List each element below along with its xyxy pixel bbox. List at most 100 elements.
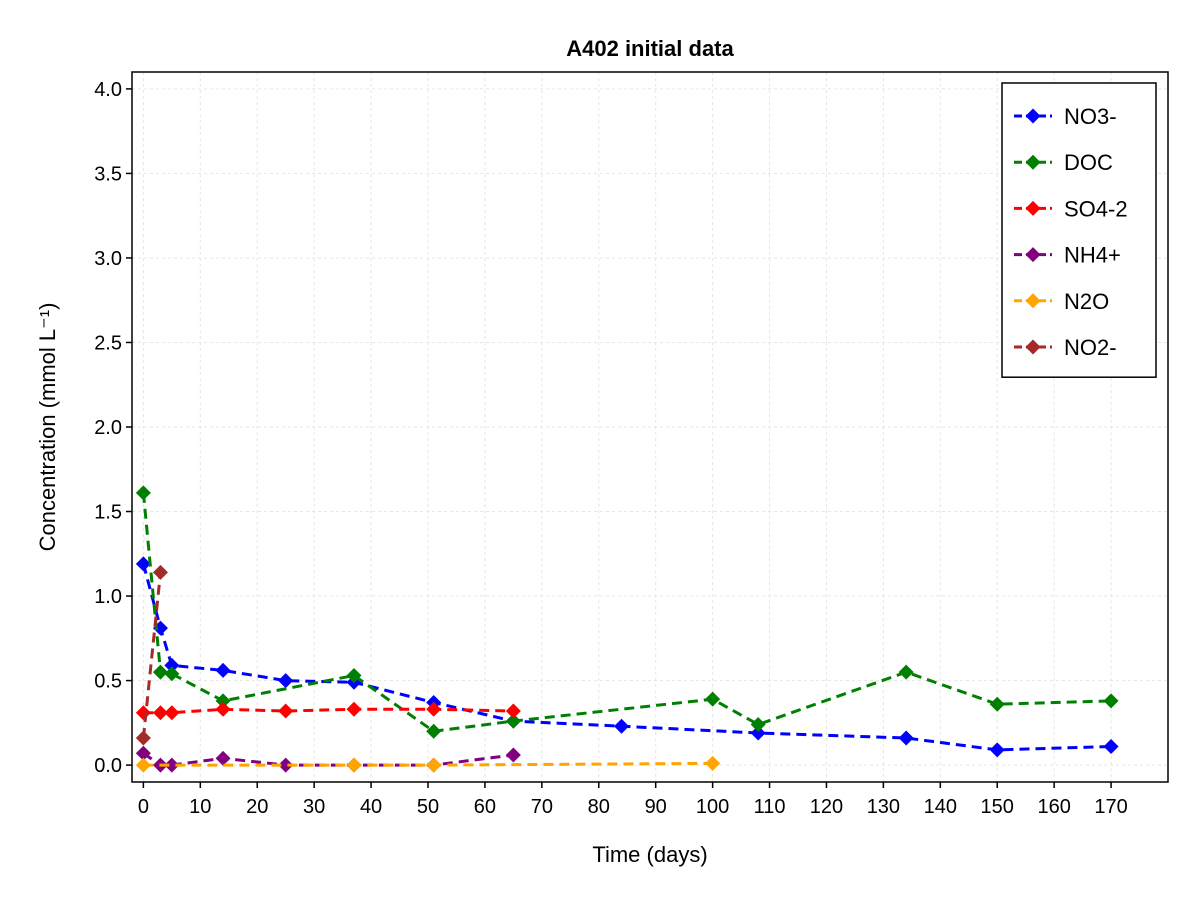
x-tick-label: 20 xyxy=(246,796,268,818)
series-doc xyxy=(135,485,1119,739)
legend-swatch-marker xyxy=(1025,247,1041,263)
legend-swatch-marker xyxy=(1025,154,1041,170)
series-line-doc xyxy=(141,492,1112,733)
x-tick-label: 0 xyxy=(138,796,149,818)
y-tick-label: 0.0 xyxy=(94,755,122,777)
y-tick-label: 3.5 xyxy=(94,163,122,185)
legend-label: SO4-2 xyxy=(1064,196,1128,221)
data-point-doc xyxy=(426,723,442,739)
data-point-so4-2 xyxy=(278,703,294,719)
data-point-nh4 xyxy=(215,750,231,766)
data-point-so4-2 xyxy=(215,701,231,717)
legend-item-n2o: N2O xyxy=(1014,289,1109,314)
series-n2o xyxy=(135,755,721,773)
legend-label: NO3- xyxy=(1064,104,1117,129)
data-point-so4-2 xyxy=(135,705,151,721)
data-point-n2o xyxy=(135,757,151,773)
data-point-doc xyxy=(705,691,721,707)
x-tick-label: 170 xyxy=(1094,796,1127,818)
data-point-doc xyxy=(1103,693,1119,709)
data-point-no3 xyxy=(278,673,294,689)
data-point-no3 xyxy=(898,730,914,746)
legend-item-doc: DOC xyxy=(1014,150,1113,175)
data-point-no3 xyxy=(135,556,151,572)
x-tick-label: 10 xyxy=(189,796,211,818)
y-tick-label: 2.5 xyxy=(94,332,122,354)
x-tick-label: 90 xyxy=(645,796,667,818)
x-tick-label: 140 xyxy=(924,796,957,818)
legend-label: NH4+ xyxy=(1064,243,1121,268)
data-point-no3 xyxy=(614,718,630,734)
legend: NO3- DOC SO4-2 NH4+ N2O NO2- xyxy=(1001,82,1157,378)
data-point-doc xyxy=(135,485,151,501)
legend-item-no3: NO3- xyxy=(1014,104,1117,129)
data-point-nh4 xyxy=(164,757,180,773)
y-tick-label: 3.0 xyxy=(94,248,122,270)
data-point-no3 xyxy=(215,662,231,678)
x-axis-title: Time (days) xyxy=(592,842,707,867)
legend-box xyxy=(1001,82,1157,378)
y-axis-title: Concentration (mmol L⁻¹) xyxy=(35,303,60,552)
y-tick-label: 2.0 xyxy=(94,417,122,439)
data-point-so4-2 xyxy=(164,705,180,721)
x-tick-label: 100 xyxy=(696,796,729,818)
series-so4-2 xyxy=(135,701,521,721)
legend-label: DOC xyxy=(1064,150,1113,175)
legend-swatch-marker xyxy=(1025,200,1041,216)
legend-item-so4-2: SO4-2 xyxy=(1014,196,1128,221)
y-tick-label: 1.0 xyxy=(94,586,122,608)
data-point-n2o xyxy=(705,755,721,771)
series-line-no2 xyxy=(141,572,162,739)
x-tick-label: 160 xyxy=(1037,796,1070,818)
legend-item-no2: NO2- xyxy=(1014,335,1117,360)
data-point-n2o xyxy=(426,757,442,773)
x-tick-label: 70 xyxy=(531,796,553,818)
x-tick-label: 40 xyxy=(360,796,382,818)
y-tick-label: 0.5 xyxy=(94,671,122,693)
legend-swatch-marker xyxy=(1025,339,1041,355)
data-point-doc xyxy=(346,668,362,683)
data-point-doc xyxy=(152,664,168,680)
x-tick-label: 30 xyxy=(303,796,325,818)
legend-label: NO2- xyxy=(1064,335,1117,360)
x-tick-label: 60 xyxy=(474,796,496,818)
x-tick-label: 80 xyxy=(588,796,610,818)
data-point-doc xyxy=(898,664,914,680)
chart-title: A402 initial data xyxy=(566,36,734,61)
data-point-no3 xyxy=(164,657,180,673)
series-layer xyxy=(135,485,1119,773)
data-point-no2 xyxy=(135,730,151,746)
y-tick-label: 4.0 xyxy=(94,79,122,101)
data-point-nh4 xyxy=(135,745,151,761)
x-tick-label: 130 xyxy=(867,796,900,818)
data-point-n2o xyxy=(346,757,362,773)
data-point-doc xyxy=(750,717,766,733)
legend-swatch-marker xyxy=(1025,293,1041,309)
data-point-so4-2 xyxy=(505,703,521,719)
data-point-no3 xyxy=(750,725,766,741)
x-tick-label: 110 xyxy=(754,796,786,818)
data-point-so4-2 xyxy=(152,705,168,721)
series-no2 xyxy=(135,564,168,746)
data-point-no3 xyxy=(989,742,1005,758)
x-tick-label: 150 xyxy=(981,796,1014,818)
data-point-doc xyxy=(164,666,180,682)
data-point-so4-2 xyxy=(426,701,442,717)
grid xyxy=(132,72,1168,782)
x-tick-label: 120 xyxy=(810,796,843,818)
data-point-doc xyxy=(505,713,521,729)
data-point-no2 xyxy=(152,564,168,580)
x-axis: 0 10 20 30 40 50 60 70 80 90 100 110 120 130 140 150 160… xyxy=(138,782,1128,818)
series-line-n2o xyxy=(143,761,713,767)
data-point-doc xyxy=(989,696,1005,712)
data-point-doc xyxy=(215,693,231,709)
data-point-nh4 xyxy=(278,757,294,773)
y-tick-label: 1.5 xyxy=(94,502,122,524)
legend-item-nh4: NH4+ xyxy=(1014,243,1121,268)
data-point-so4-2 xyxy=(346,701,362,717)
data-point-no3 xyxy=(1103,739,1119,754)
x-tick-label: 50 xyxy=(417,796,439,818)
legend-label: N2O xyxy=(1064,289,1109,314)
y-axis: 0.0 0.5 1.0 1.5 2.0 2.5 3.0 3.5 4.0 xyxy=(94,79,132,777)
